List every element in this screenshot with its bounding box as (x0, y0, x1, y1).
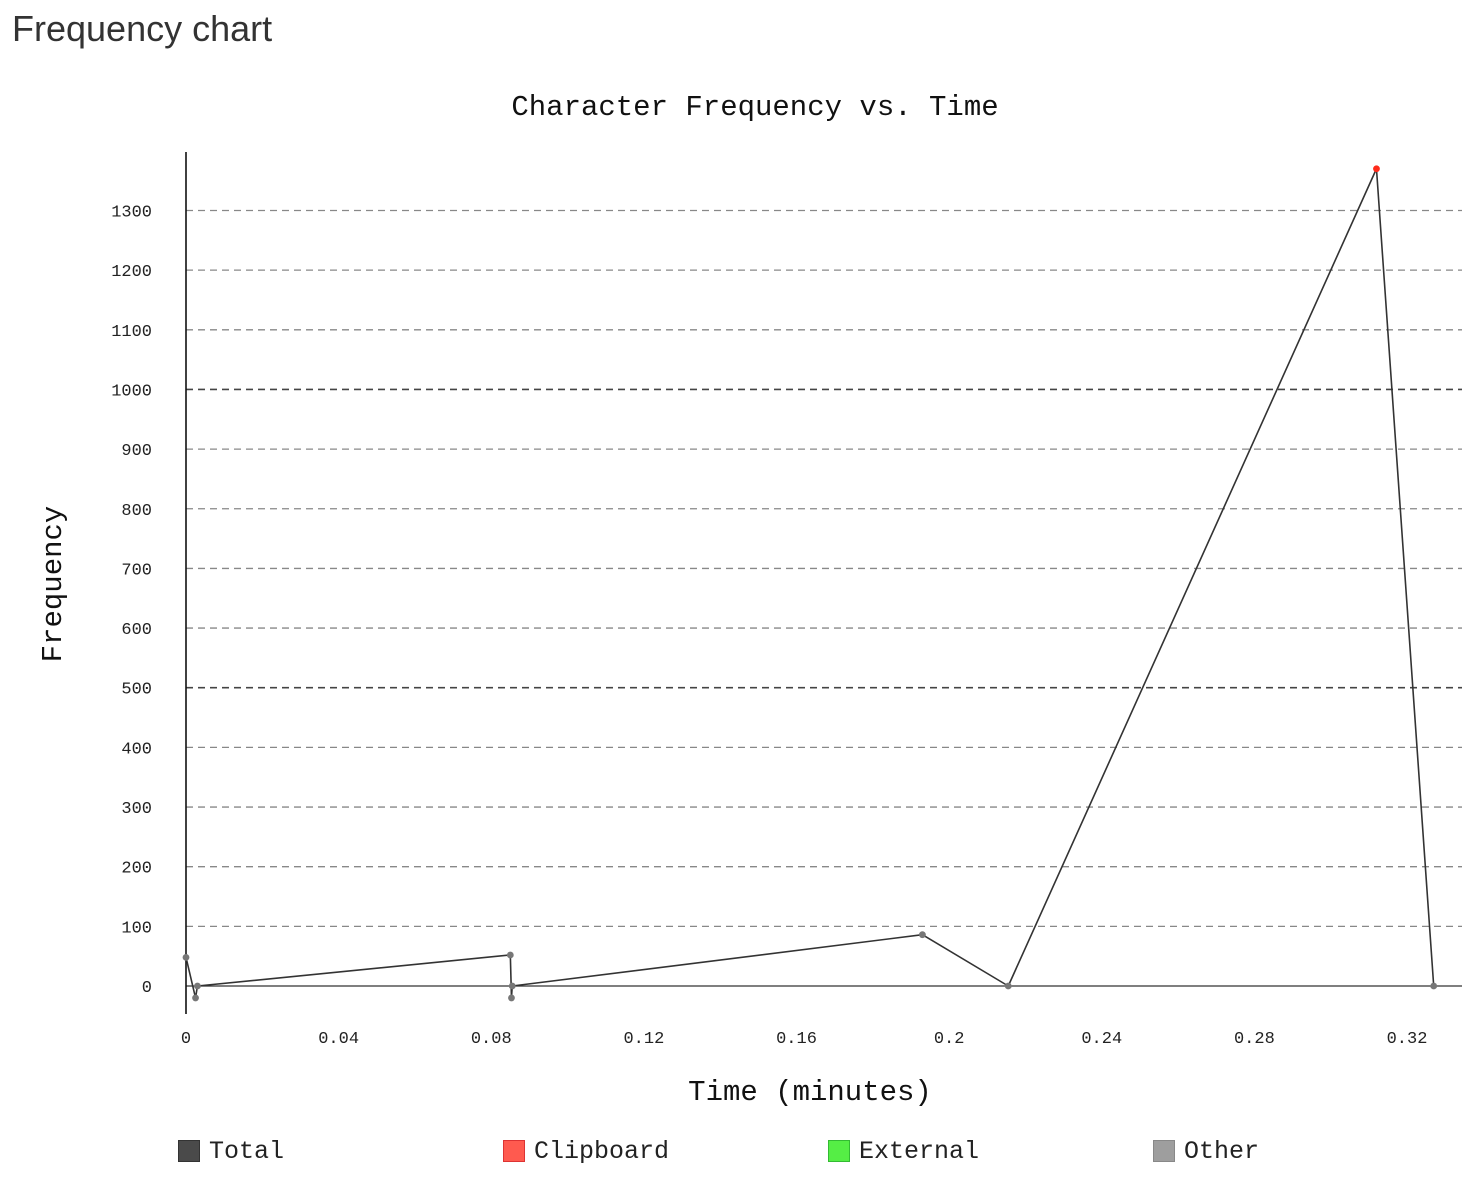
data-point-3 (506, 951, 514, 959)
x-tick-label-0.12: 0.12 (623, 1030, 664, 1049)
y-tick-label-1000: 1000 (111, 382, 152, 401)
y-tick-label-1300: 1300 (111, 204, 152, 223)
y-tick-label-0: 0 (142, 979, 152, 998)
y-tick-label-200: 200 (121, 860, 152, 879)
data-point-5 (508, 982, 516, 990)
legend-label-clipboard: Clipboard (534, 1136, 670, 1166)
data-point-2 (194, 982, 201, 990)
x-tick-label-0.24: 0.24 (1081, 1030, 1122, 1049)
x-tick-label-0.16: 0.16 (776, 1030, 817, 1049)
x-tick-label-0.2: 0.2 (934, 1030, 965, 1049)
page-heading: Frequency chart (12, 8, 273, 49)
legend-item-total[interactable]: Total (178, 1134, 284, 1168)
y-tick-label-100: 100 (121, 919, 152, 938)
point-layer (182, 165, 1438, 1002)
legend-label-total: Total (209, 1136, 285, 1166)
data-point-0 (182, 953, 190, 961)
grid-layer (186, 209, 1462, 987)
y-tick-label-800: 800 (121, 502, 152, 521)
y-tick-label-300: 300 (121, 800, 152, 819)
legend-label-other: Other (1184, 1136, 1260, 1166)
y-tick-label-1100: 1100 (111, 323, 152, 342)
x-tick-label-0.32: 0.32 (1387, 1030, 1428, 1049)
y-tick-label-500: 500 (121, 681, 152, 700)
data-point-1 (192, 994, 199, 1002)
axis-layer: 0 100 200 300 400 500 600 700 800 900 1000 1100 1200… (111, 152, 1427, 1049)
chart-title: Character Frequency vs. Time (511, 91, 998, 124)
x-tick-label-0.28: 0.28 (1234, 1030, 1275, 1049)
chart-legend: Total Clipboard External Other (0, 1134, 1480, 1168)
data-point-4 (508, 994, 515, 1002)
y-tick-label-1200: 1200 (111, 263, 152, 282)
x-tick-label-0: 0 (181, 1030, 191, 1049)
legend-swatch-total (178, 1140, 200, 1162)
series-line-total (185, 167, 1435, 999)
data-point-7 (1004, 982, 1012, 990)
data-point-6 (919, 931, 926, 939)
y-tick-label-900: 900 (121, 442, 152, 461)
legend-item-external[interactable]: External (828, 1134, 979, 1168)
legend-item-clipboard[interactable]: Clipboard (503, 1134, 669, 1168)
y-tick-label-400: 400 (121, 740, 152, 759)
y-tick-label-700: 700 (121, 561, 152, 580)
data-point-9 (1430, 982, 1438, 990)
y-axis-label: Frequency (37, 506, 70, 663)
x-axis-label: Time (minutes) (688, 1076, 932, 1109)
legend-swatch-clipboard (503, 1140, 525, 1162)
y-tick-label-600: 600 (121, 621, 152, 640)
x-tick-label-0.04: 0.04 (318, 1030, 359, 1049)
line-layer (185, 167, 1435, 999)
x-tick-label-0.08: 0.08 (471, 1030, 512, 1049)
frequency-chart: Character Frequency vs. Time 0 100 200 300 4… (37, 91, 1462, 1109)
legend-label-external: External (859, 1136, 980, 1166)
data-point-8 (1373, 165, 1380, 173)
legend-swatch-other (1153, 1140, 1175, 1162)
legend-swatch-external (828, 1140, 850, 1162)
legend-item-other[interactable]: Other (1153, 1134, 1259, 1168)
